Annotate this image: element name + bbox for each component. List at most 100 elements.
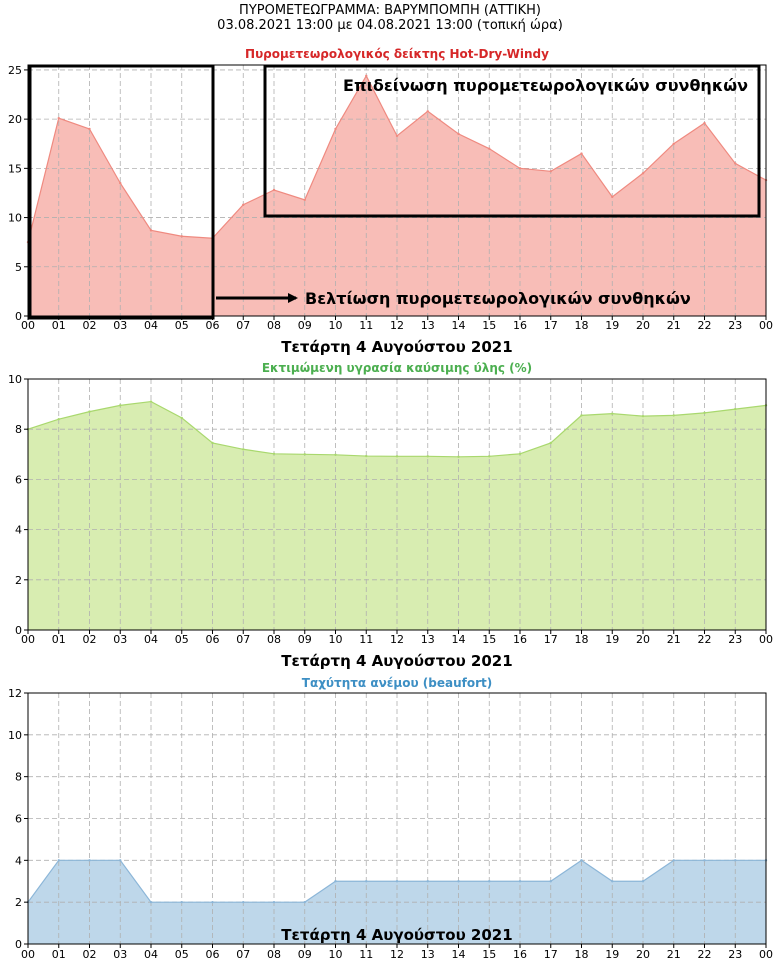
data-point (641, 414, 645, 418)
x-tick-label: 16 (513, 633, 527, 646)
x-tick-label: 13 (421, 948, 435, 961)
x-tick-label: 12 (390, 948, 404, 961)
data-point (641, 172, 645, 175)
x-tick-label: 18 (575, 948, 589, 961)
x-tick-label: 05 (175, 633, 189, 646)
data-point (672, 142, 675, 145)
y-tick-label: 10 (8, 373, 22, 386)
x-tick-label: 19 (605, 319, 619, 332)
x-tick-label: 14 (452, 633, 466, 646)
data-point (57, 859, 60, 862)
x-tick-label: 00 (759, 948, 773, 961)
x-tick-label: 01 (52, 319, 66, 332)
x-tick-label: 20 (636, 319, 650, 332)
x-tick-label: 04 (144, 948, 158, 961)
data-point (734, 162, 737, 165)
data-point (88, 410, 91, 413)
data-point (119, 404, 122, 407)
worsening-label: Επιδείνωση πυρομετεωρολογικών συνθηκών (343, 76, 748, 95)
x-tick-label: 14 (452, 319, 466, 332)
data-point (611, 195, 614, 199)
data-point (488, 880, 491, 883)
x-tick-label: 00 (21, 948, 35, 961)
x-tick-label: 09 (298, 948, 312, 961)
data-point (303, 900, 306, 904)
data-point (211, 441, 214, 445)
data-point (149, 400, 153, 403)
y-tick-label: 6 (15, 473, 22, 486)
data-point (672, 859, 675, 862)
y-tick-label: 10 (8, 212, 22, 225)
x-tick-label: 21 (667, 948, 681, 961)
x-tick-label: 18 (575, 633, 589, 646)
x-tick-label: 00 (759, 633, 773, 646)
data-point (365, 74, 368, 78)
data-point (703, 121, 706, 125)
y-tick-label: 0 (15, 310, 22, 323)
data-point (272, 452, 276, 455)
y-tick-label: 4 (15, 524, 22, 537)
x-tick-label: 13 (421, 633, 435, 646)
x-tick-label: 11 (359, 948, 373, 961)
y-tick-label: 25 (8, 64, 22, 77)
data-point (365, 454, 368, 458)
y-tick-label: 10 (8, 729, 22, 742)
data-point (734, 407, 737, 411)
data-point (426, 880, 429, 883)
x-tick-label: 03 (113, 633, 127, 646)
x-tick-label: 09 (298, 319, 312, 332)
x-tick-label: 03 (113, 319, 127, 332)
x-axis-label: Τετάρτη 4 Αυγούστου 2021 (281, 926, 512, 944)
data-point (211, 900, 214, 904)
data-point (303, 453, 306, 456)
x-tick-label: 01 (52, 633, 66, 646)
x-tick-label: 15 (482, 948, 496, 961)
y-tick-label: 15 (8, 162, 22, 175)
x-tick-label: 19 (605, 633, 619, 646)
x-tick-label: 09 (298, 633, 312, 646)
data-point (57, 417, 60, 421)
x-tick-label: 15 (482, 319, 496, 332)
data-point (334, 453, 337, 457)
data-point (703, 411, 706, 415)
data-point (641, 880, 645, 883)
x-tick-label: 05 (175, 319, 189, 332)
x-tick-label: 17 (544, 633, 558, 646)
data-point (180, 416, 183, 420)
y-tick-label: 12 (8, 687, 22, 700)
data-point (549, 170, 552, 173)
x-tick-label: 00 (21, 319, 35, 332)
x-tick-label: 21 (667, 319, 681, 332)
data-point (457, 880, 460, 883)
chart-panel-3: Ταχύτητα ανέμου (beaufort)00 01 02 03 04 05 06… (8, 676, 773, 961)
data-point (457, 455, 460, 459)
data-point (457, 132, 460, 136)
data-point (149, 229, 153, 232)
y-tick-label: 5 (15, 261, 22, 274)
x-tick-label: 10 (329, 319, 343, 332)
x-tick-label: 13 (421, 319, 435, 332)
x-tick-label: 20 (636, 948, 650, 961)
x-tick-label: 23 (728, 948, 742, 961)
data-point (149, 900, 153, 904)
worsening-box (263, 64, 761, 218)
data-point (242, 203, 245, 206)
x-tick-label: 08 (267, 948, 281, 961)
data-point (119, 181, 122, 185)
x-tick-label: 08 (267, 319, 281, 332)
x-tick-label: 03 (113, 948, 127, 961)
x-tick-label: 08 (267, 633, 281, 646)
x-tick-label: 06 (206, 633, 220, 646)
y-tick-label: 20 (8, 113, 22, 126)
x-tick-label: 01 (52, 948, 66, 961)
x-tick-label: 23 (728, 633, 742, 646)
x-tick-label: 00 (21, 633, 35, 646)
x-tick-label: 02 (83, 948, 97, 961)
data-point (549, 441, 552, 445)
x-tick-label: 23 (728, 319, 742, 332)
figure-title: ΠΥΡΟΜΕΤΕΩΓΡΑΜΜΑ: ΒΑΡΥΜΠΟΜΠΗ (ΑΤΤΙΚΗ) (239, 3, 541, 18)
data-point (611, 412, 614, 415)
x-tick-label: 04 (144, 319, 158, 332)
x-tick-label: 22 (698, 319, 712, 332)
x-tick-label: 21 (667, 633, 681, 646)
